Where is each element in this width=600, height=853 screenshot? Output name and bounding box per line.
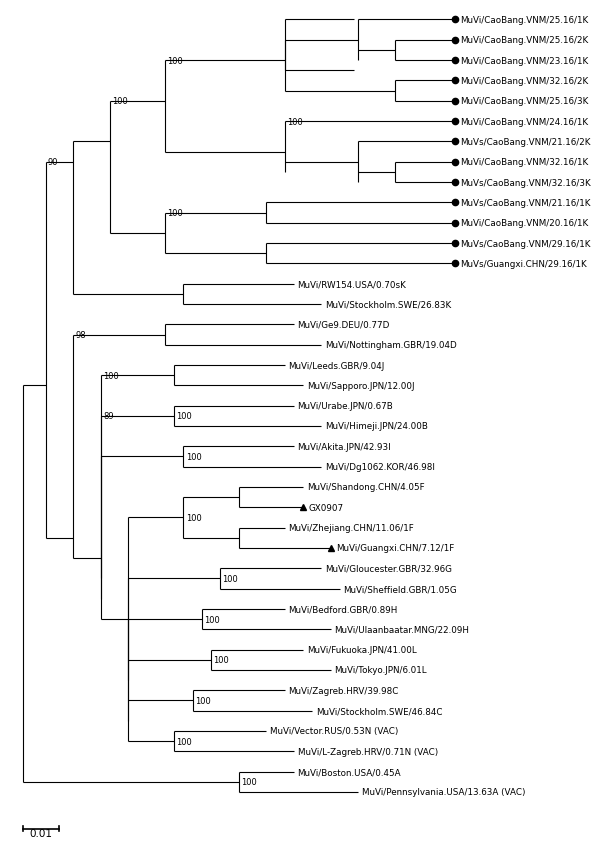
Text: MuVi/Sapporo.JPN/12.00J: MuVi/Sapporo.JPN/12.00J <box>307 381 414 391</box>
Text: 90: 90 <box>48 158 58 167</box>
Text: MuVi/Urabe.JPN/0.67B: MuVi/Urabe.JPN/0.67B <box>298 402 393 410</box>
Text: MuVi/Vector.RUS/0.53N (VAC): MuVi/Vector.RUS/0.53N (VAC) <box>270 727 398 735</box>
Text: MuVi/Leeds.GBR/9.04J: MuVi/Leeds.GBR/9.04J <box>289 361 385 370</box>
Text: MuVi/Himeji.JPN/24.00B: MuVi/Himeji.JPN/24.00B <box>325 422 428 431</box>
Text: MuVi/Tokyo.JPN/6.01L: MuVi/Tokyo.JPN/6.01L <box>334 665 427 675</box>
Text: MuVi/CaoBang.VNM/23.16/1K: MuVi/CaoBang.VNM/23.16/1K <box>460 56 589 66</box>
Text: 89: 89 <box>103 412 113 421</box>
Text: 100: 100 <box>167 209 183 218</box>
Text: MuVi/CaoBang.VNM/32.16/2K: MuVi/CaoBang.VNM/32.16/2K <box>460 77 589 86</box>
Text: 100: 100 <box>204 615 220 624</box>
Text: MuVi/Stockholm.SWE/46.84C: MuVi/Stockholm.SWE/46.84C <box>316 706 442 716</box>
Text: 100: 100 <box>112 97 128 106</box>
Text: MuVi/Sheffield.GBR/1.05G: MuVi/Sheffield.GBR/1.05G <box>343 584 457 594</box>
Text: MuVi/Stockholm.SWE/26.83K: MuVi/Stockholm.SWE/26.83K <box>325 300 451 309</box>
Text: MuVi/Gloucester.GBR/32.96G: MuVi/Gloucester.GBR/32.96G <box>325 564 452 573</box>
Text: MuVi/Ge9.DEU/0.77D: MuVi/Ge9.DEU/0.77D <box>298 321 390 329</box>
Text: 100: 100 <box>241 777 257 786</box>
Text: MuVi/Fukuoka.JPN/41.00L: MuVi/Fukuoka.JPN/41.00L <box>307 646 416 654</box>
Text: MuVi/CaoBang.VNM/25.16/2K: MuVi/CaoBang.VNM/25.16/2K <box>460 36 589 45</box>
Text: MuVi/CaoBang.VNM/24.16/1K: MuVi/CaoBang.VNM/24.16/1K <box>460 118 589 126</box>
Text: MuVi/Zhejiang.CHN/11.06/1F: MuVi/Zhejiang.CHN/11.06/1F <box>289 524 414 532</box>
Text: MuVs/CaoBang.VNM/21.16/2K: MuVs/CaoBang.VNM/21.16/2K <box>460 137 591 147</box>
Text: 0.01: 0.01 <box>29 827 52 838</box>
Text: MuVi/RW154.USA/0.70sK: MuVi/RW154.USA/0.70sK <box>298 280 406 289</box>
Text: 100: 100 <box>103 371 119 380</box>
Text: MuVi/Akita.JPN/42.93I: MuVi/Akita.JPN/42.93I <box>298 443 391 451</box>
Text: MuVs/CaoBang.VNM/21.16/1K: MuVs/CaoBang.VNM/21.16/1K <box>460 199 591 207</box>
Text: MuVi/Ulaanbaatar.MNG/22.09H: MuVi/Ulaanbaatar.MNG/22.09H <box>334 625 469 634</box>
Text: MuVi/Nottingham.GBR/19.04D: MuVi/Nottingham.GBR/19.04D <box>325 341 457 350</box>
Text: 100: 100 <box>214 655 229 664</box>
Text: 100: 100 <box>186 514 202 522</box>
Text: MuVi/Shandong.CHN/4.05F: MuVi/Shandong.CHN/4.05F <box>307 483 424 492</box>
Text: MuVi/CaoBang.VNM/25.16/1K: MuVi/CaoBang.VNM/25.16/1K <box>460 16 589 25</box>
Text: 100: 100 <box>176 412 193 421</box>
Text: MuVi/L-Zagreb.HRV/0.71N (VAC): MuVi/L-Zagreb.HRV/0.71N (VAC) <box>298 747 438 756</box>
Text: 100: 100 <box>223 574 238 583</box>
Text: GX0907: GX0907 <box>308 503 344 512</box>
Text: MuVi/CaoBang.VNM/20.16/1K: MuVi/CaoBang.VNM/20.16/1K <box>460 219 589 228</box>
Text: MuVi/Pennsylvania.USA/13.63A (VAC): MuVi/Pennsylvania.USA/13.63A (VAC) <box>362 787 526 797</box>
Text: MuVi/Dg1062.KOR/46.98I: MuVi/Dg1062.KOR/46.98I <box>325 462 435 472</box>
Text: MuVi/CaoBang.VNM/25.16/3K: MuVi/CaoBang.VNM/25.16/3K <box>460 97 589 106</box>
Text: 98: 98 <box>76 331 86 339</box>
Text: MuVs/CaoBang.VNM/32.16/3K: MuVs/CaoBang.VNM/32.16/3K <box>460 178 591 188</box>
Text: MuVi/Boston.USA/0.45A: MuVi/Boston.USA/0.45A <box>298 767 401 776</box>
Text: 100: 100 <box>195 696 211 705</box>
Text: 100: 100 <box>176 737 193 746</box>
Text: 100: 100 <box>287 118 302 126</box>
Text: MuVi/Zagreb.HRV/39.98C: MuVi/Zagreb.HRV/39.98C <box>289 686 398 695</box>
Text: 100: 100 <box>167 56 183 66</box>
Text: MuVs/Guangxi.CHN/29.16/1K: MuVs/Guangxi.CHN/29.16/1K <box>460 259 587 269</box>
Text: MuVi/Bedford.GBR/0.89H: MuVi/Bedford.GBR/0.89H <box>289 605 398 614</box>
Text: MuVi/CaoBang.VNM/32.16/1K: MuVi/CaoBang.VNM/32.16/1K <box>460 158 589 167</box>
Text: 100: 100 <box>186 452 202 461</box>
Text: MuVs/CaoBang.VNM/29.16/1K: MuVs/CaoBang.VNM/29.16/1K <box>460 239 591 248</box>
Text: MuVi/Guangxi.CHN/7.12/1F: MuVi/Guangxi.CHN/7.12/1F <box>336 544 454 553</box>
